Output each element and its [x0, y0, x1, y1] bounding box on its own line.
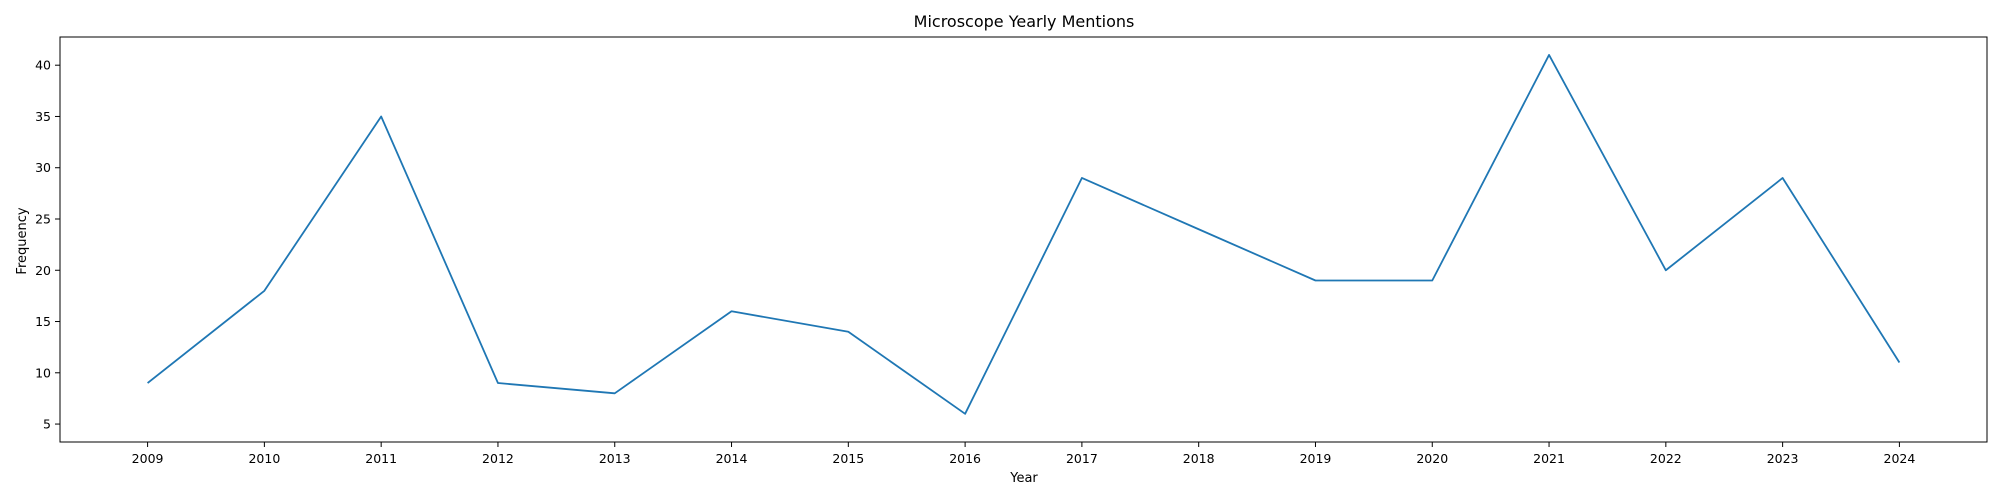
series-line	[147, 54, 1901, 415]
x-tick-label: 2015	[832, 451, 864, 466]
x-tick-label: 2020	[1416, 451, 1448, 466]
chart-title: Microscope Yearly Mentions	[914, 12, 1135, 31]
y-axis-ticks: 5 10 15 20 25 30 35 40	[35, 58, 60, 432]
x-tick-label: 2009	[132, 451, 164, 466]
x-tick-label: 2019	[1300, 451, 1332, 466]
y-tick-label: 5	[43, 417, 51, 432]
x-tick-label: 2010	[248, 451, 280, 466]
x-tick-label: 2023	[1767, 451, 1799, 466]
y-tick-label: 30	[35, 160, 51, 175]
x-tick-label: 2011	[365, 451, 397, 466]
y-tick-label: 35	[35, 109, 51, 124]
x-tick-label: 2018	[1183, 451, 1215, 466]
x-tick-label: 2017	[1066, 451, 1098, 466]
series-layer	[147, 54, 1901, 415]
x-tick-label: 2016	[949, 451, 981, 466]
y-tick-label: 10	[35, 365, 51, 380]
y-tick-label: 40	[35, 58, 51, 73]
x-tick-label: 2024	[1884, 451, 1916, 466]
x-tick-label: 2022	[1650, 451, 1682, 466]
x-tick-label: 2012	[482, 451, 514, 466]
x-axis-ticks: 2009 2010 2011 2012 2013 2014 2015 2016 2017 2018…	[132, 442, 1916, 466]
x-tick-label: 2013	[599, 451, 631, 466]
y-tick-label: 25	[35, 211, 51, 226]
x-tick-label: 2021	[1533, 451, 1565, 466]
plot-frame	[59, 36, 1988, 443]
y-axis-label: Frequency	[15, 207, 30, 274]
y-tick-label: 20	[35, 263, 51, 278]
y-tick-label: 15	[35, 314, 51, 329]
x-axis-label: Year	[1009, 471, 1038, 486]
x-tick-label: 2014	[716, 451, 748, 466]
